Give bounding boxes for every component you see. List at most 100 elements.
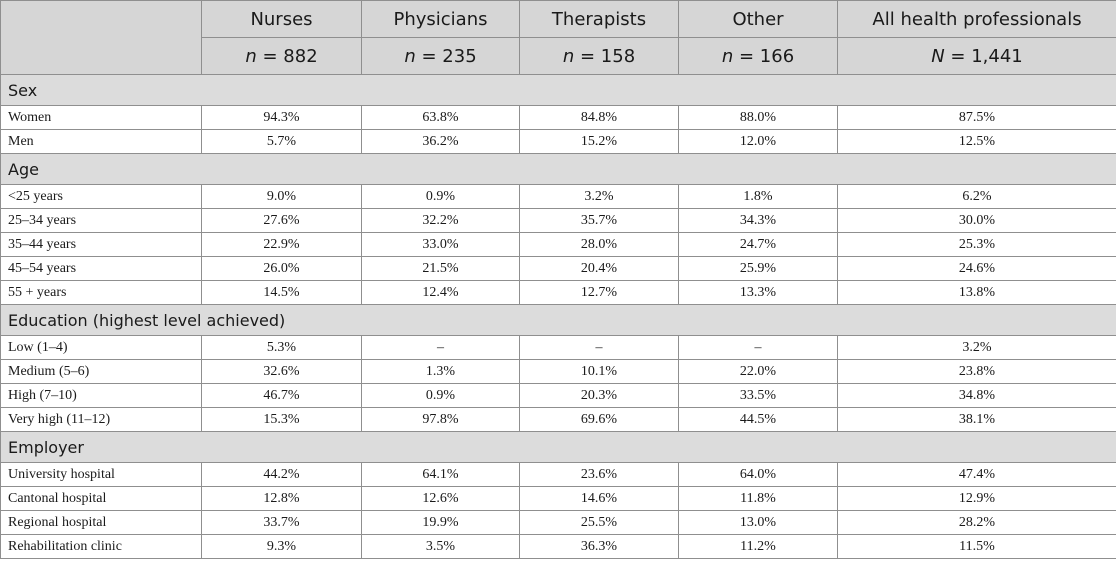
table-row: Medium (5–6) 32.6% 1.3% 10.1% 22.0% 23.8… [0, 359, 1116, 384]
row-label: University hospital [0, 462, 202, 487]
cell-nurses: 9.3% [201, 534, 362, 559]
row-label: <25 years [0, 184, 202, 209]
table-row: Cantonal hospital 12.8% 12.6% 14.6% 11.8… [0, 486, 1116, 511]
cell-therapists: 14.6% [519, 486, 679, 511]
cell-physicians: 64.1% [361, 462, 520, 487]
cell-other: 11.8% [678, 486, 838, 511]
header-row-labels: Nurses Physicians Therapists Other All h… [0, 0, 1116, 75]
cell-nurses: 94.3% [201, 105, 362, 130]
count-value: = 235 [415, 45, 477, 67]
table-row: <25 years 9.0% 0.9% 3.2% 1.8% 6.2% [0, 184, 1116, 209]
cell-physicians: 0.9% [361, 184, 520, 209]
cell-all: 3.2% [837, 335, 1116, 360]
cell-physicians: 63.8% [361, 105, 520, 130]
col-header-other: Other [678, 0, 838, 38]
cell-other: 11.2% [678, 534, 838, 559]
col-count-all: N = 1,441 [837, 37, 1116, 75]
cell-therapists: 69.6% [519, 407, 679, 432]
row-label: High (7–10) [0, 383, 202, 408]
cell-nurses: 44.2% [201, 462, 362, 487]
table-body: Sex Women 94.3% 63.8% 84.8% 88.0% 87.5% … [0, 74, 1116, 559]
row-label: 55 + years [0, 280, 202, 305]
cell-all: 87.5% [837, 105, 1116, 130]
cell-all: 24.6% [837, 256, 1116, 281]
cell-therapists: 3.2% [519, 184, 679, 209]
cell-all: 11.5% [837, 534, 1116, 559]
count-symbol: N [931, 45, 945, 67]
section-row-sex: Sex [0, 74, 1116, 106]
table-row: Low (1–4) 5.3% – – – 3.2% [0, 335, 1116, 360]
table-row: Rehabilitation clinic 9.3% 3.5% 36.3% 11… [0, 534, 1116, 559]
cell-nurses: 26.0% [201, 256, 362, 281]
cell-other: 33.5% [678, 383, 838, 408]
cell-nurses: 22.9% [201, 232, 362, 257]
cell-all: 12.5% [837, 129, 1116, 154]
col-header-physicians: Physicians [361, 0, 520, 38]
table-row: 25–34 years 27.6% 32.2% 35.7% 34.3% 30.0… [0, 208, 1116, 233]
row-label: Women [0, 105, 202, 130]
cell-physicians: 97.8% [361, 407, 520, 432]
count-symbol: n [562, 45, 575, 67]
section-row-age: Age [0, 153, 1116, 185]
cell-therapists: 15.2% [519, 129, 679, 154]
row-label: Men [0, 129, 202, 154]
cell-all: 23.8% [837, 359, 1116, 384]
cell-nurses: 27.6% [201, 208, 362, 233]
cell-all: 13.8% [837, 280, 1116, 305]
cell-all: 30.0% [837, 208, 1116, 233]
cell-therapists: 36.3% [519, 534, 679, 559]
header-row-counts: n = 882 n = 235 n = 158 n = 166 N = 1,44… [1, 37, 1116, 75]
cell-other: – [678, 335, 838, 360]
table-row: Very high (11–12) 15.3% 97.8% 69.6% 44.5… [0, 407, 1116, 432]
cell-nurses: 9.0% [201, 184, 362, 209]
cell-nurses: 12.8% [201, 486, 362, 511]
cell-physicians: 1.3% [361, 359, 520, 384]
section-row-education: Education (highest level achieved) [0, 304, 1116, 336]
section-title: Employer [0, 431, 1116, 463]
cell-therapists: 84.8% [519, 105, 679, 130]
row-label: Very high (11–12) [0, 407, 202, 432]
table-row: University hospital 44.2% 64.1% 23.6% 64… [0, 462, 1116, 487]
cell-nurses: 5.3% [201, 335, 362, 360]
cell-nurses: 33.7% [201, 510, 362, 535]
count-symbol: n [245, 45, 257, 67]
count-value: = 166 [733, 45, 795, 67]
cell-other: 25.9% [678, 256, 838, 281]
table-row: 35–44 years 22.9% 33.0% 28.0% 24.7% 25.3… [0, 232, 1116, 257]
cell-therapists: 20.3% [519, 383, 679, 408]
table-row: Men 5.7% 36.2% 15.2% 12.0% 12.5% [0, 129, 1116, 154]
row-label: 35–44 years [0, 232, 202, 257]
cell-all: 12.9% [837, 486, 1116, 511]
cell-therapists: 20.4% [519, 256, 679, 281]
row-label: Rehabilitation clinic [0, 534, 202, 559]
cell-nurses: 46.7% [201, 383, 362, 408]
section-title: Sex [0, 74, 1116, 106]
col-count-nurses: n = 882 [201, 37, 362, 75]
cell-physicians: 32.2% [361, 208, 520, 233]
col-count-physicians: n = 235 [361, 37, 520, 75]
table-row: High (7–10) 46.7% 0.9% 20.3% 33.5% 34.8% [0, 383, 1116, 408]
cell-therapists: 12.7% [519, 280, 679, 305]
count-value: = 158 [574, 45, 636, 67]
cell-other: 64.0% [678, 462, 838, 487]
cell-other: 34.3% [678, 208, 838, 233]
table-row: Women 94.3% 63.8% 84.8% 88.0% 87.5% [0, 105, 1116, 130]
row-label: Cantonal hospital [0, 486, 202, 511]
cell-therapists: – [519, 335, 679, 360]
cell-other: 12.0% [678, 129, 838, 154]
count-symbol: n [404, 45, 416, 67]
section-title: Age [0, 153, 1116, 185]
col-count-other: n = 166 [678, 37, 838, 75]
cell-physicians: 0.9% [361, 383, 520, 408]
table-header: Nurses Physicians Therapists Other All h… [0, 0, 1116, 75]
col-header-all: All health professionals [837, 0, 1116, 38]
section-title: Education (highest level achieved) [0, 304, 1116, 336]
cell-all: 34.8% [837, 383, 1116, 408]
row-label: Low (1–4) [0, 335, 202, 360]
cell-therapists: 23.6% [519, 462, 679, 487]
cell-physicians: 33.0% [361, 232, 520, 257]
table-row: 45–54 years 26.0% 21.5% 20.4% 25.9% 24.6… [0, 256, 1116, 281]
cell-other: 13.0% [678, 510, 838, 535]
count-value: = 882 [256, 45, 318, 67]
section-row-employer: Employer [0, 431, 1116, 463]
